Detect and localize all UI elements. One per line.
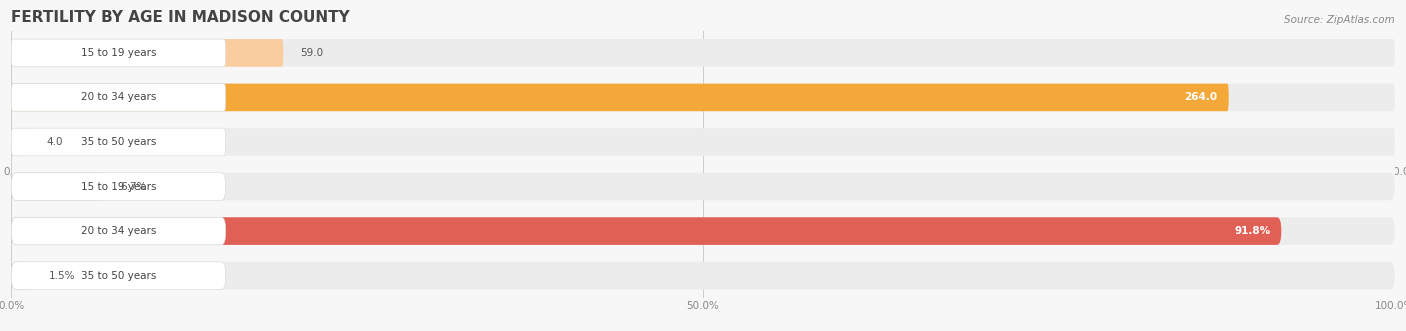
Text: 20 to 34 years: 20 to 34 years — [80, 226, 156, 236]
Text: 1.5%: 1.5% — [49, 271, 75, 281]
Text: 6.7%: 6.7% — [121, 181, 148, 192]
FancyBboxPatch shape — [11, 84, 1229, 111]
Text: 4.0: 4.0 — [46, 137, 63, 147]
FancyBboxPatch shape — [11, 173, 226, 200]
FancyBboxPatch shape — [11, 217, 1395, 245]
FancyBboxPatch shape — [11, 39, 284, 67]
Text: Source: ZipAtlas.com: Source: ZipAtlas.com — [1284, 16, 1395, 25]
FancyBboxPatch shape — [11, 84, 226, 111]
FancyBboxPatch shape — [11, 173, 104, 200]
Text: 35 to 50 years: 35 to 50 years — [80, 137, 156, 147]
FancyBboxPatch shape — [11, 39, 1395, 67]
FancyBboxPatch shape — [11, 128, 1395, 156]
Text: 91.8%: 91.8% — [1234, 226, 1270, 236]
FancyBboxPatch shape — [11, 128, 30, 156]
FancyBboxPatch shape — [11, 173, 1395, 200]
FancyBboxPatch shape — [11, 262, 226, 289]
Text: 15 to 19 years: 15 to 19 years — [80, 181, 156, 192]
FancyBboxPatch shape — [11, 262, 32, 289]
FancyBboxPatch shape — [11, 262, 1395, 289]
FancyBboxPatch shape — [11, 217, 1281, 245]
Text: 264.0: 264.0 — [1184, 92, 1218, 102]
FancyBboxPatch shape — [11, 128, 226, 156]
Text: 20 to 34 years: 20 to 34 years — [80, 92, 156, 102]
FancyBboxPatch shape — [11, 39, 226, 67]
Text: 35 to 50 years: 35 to 50 years — [80, 271, 156, 281]
FancyBboxPatch shape — [11, 84, 1395, 111]
Text: 59.0: 59.0 — [299, 48, 323, 58]
Text: FERTILITY BY AGE IN MADISON COUNTY: FERTILITY BY AGE IN MADISON COUNTY — [11, 10, 350, 25]
FancyBboxPatch shape — [11, 217, 226, 245]
Text: 15 to 19 years: 15 to 19 years — [80, 48, 156, 58]
